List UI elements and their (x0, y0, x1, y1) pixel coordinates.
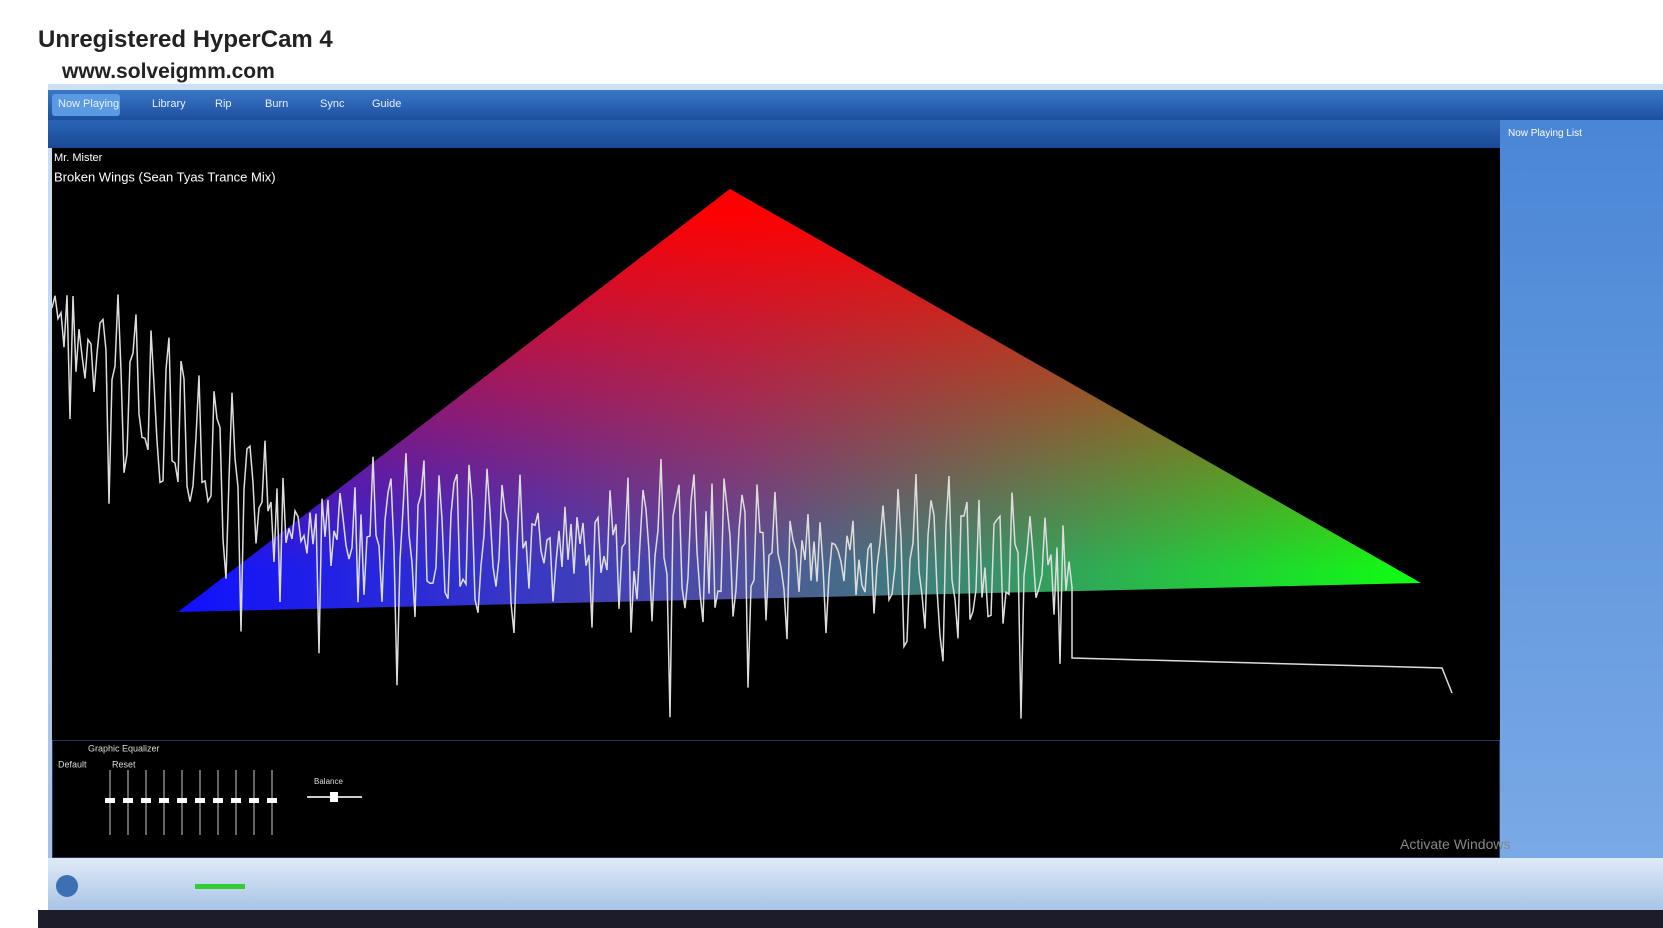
tab[interactable]: Now Playing (58, 98, 120, 110)
visualization: Mr. Mister Broken Wings (Sean Tyas Tranc… (52, 148, 1500, 740)
eq-knob[interactable] (177, 798, 187, 803)
eq-knob[interactable] (105, 798, 115, 803)
eq-balance: Balance (314, 777, 343, 786)
watermark: Activate Windows (1400, 836, 1511, 852)
toolbar (48, 120, 1500, 148)
track: Broken Wings (Sean Tyas Trance Mix) (54, 170, 276, 185)
side-panel-title: Now Playing List (1508, 128, 1582, 139)
active-tab[interactable] (52, 94, 120, 116)
waveform (52, 294, 1453, 719)
tab[interactable]: Library (152, 98, 186, 110)
hypercam-url: www.solveigmm.com (62, 60, 275, 83)
volume[interactable] (195, 884, 245, 889)
equalizer: Graphic Equalizer Default Reset Balance (52, 740, 1500, 858)
tab[interactable]: Sync (320, 98, 345, 110)
artist: Mr. Mister (54, 152, 103, 164)
eq-knob[interactable] (267, 798, 277, 803)
eq-knob[interactable] (159, 798, 169, 803)
side-panel (1500, 120, 1663, 865)
eq-title: Graphic Equalizer (88, 743, 160, 753)
play-button[interactable] (56, 875, 78, 897)
eq-knob[interactable] (231, 798, 241, 803)
tab[interactable]: Guide (372, 98, 402, 110)
eq-knob[interactable] (249, 798, 259, 803)
eq-knob[interactable] (141, 798, 151, 803)
tab[interactable]: Burn (265, 98, 289, 110)
eq-knob[interactable] (213, 798, 223, 803)
taskbar (38, 910, 1663, 928)
controls-bar (48, 858, 1663, 910)
tab-bar (48, 90, 1663, 120)
eq-preset[interactable]: Default (58, 759, 87, 769)
hypercam-title: Unregistered HyperCam 4 (38, 26, 333, 53)
tab[interactable]: Rip (215, 98, 232, 110)
eq-reset[interactable]: Reset (112, 759, 136, 769)
eq-knob[interactable] (195, 798, 205, 803)
triangle-shade (178, 189, 1421, 612)
eq-knob[interactable] (123, 798, 133, 803)
